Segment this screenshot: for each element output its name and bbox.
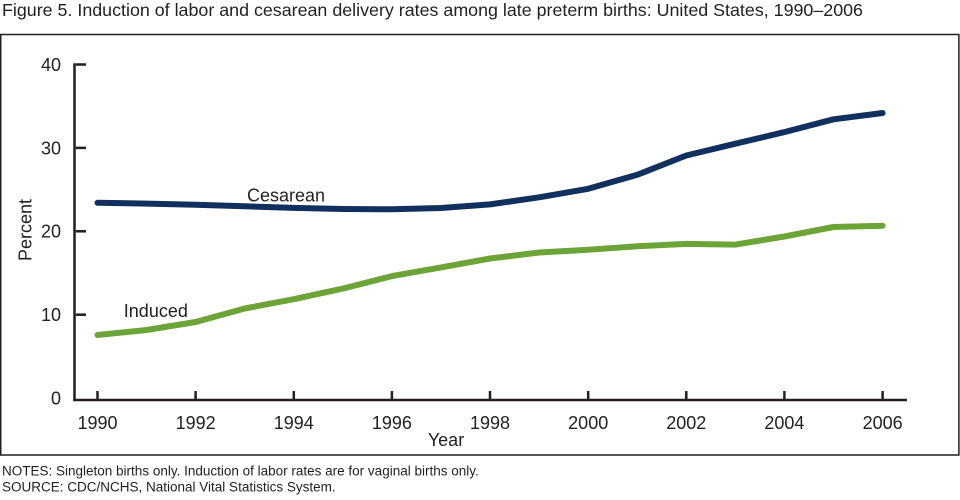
svg-text:10: 10 xyxy=(41,305,61,325)
svg-text:40: 40 xyxy=(41,55,61,75)
svg-text:1992: 1992 xyxy=(176,413,216,433)
svg-text:20: 20 xyxy=(41,222,61,242)
svg-text:30: 30 xyxy=(41,138,61,158)
svg-text:2006: 2006 xyxy=(863,413,903,433)
svg-text:1998: 1998 xyxy=(470,413,510,433)
svg-text:Percent: Percent xyxy=(16,199,36,261)
svg-text:Year: Year xyxy=(428,430,464,450)
svg-text:NOTES: Singleton births only.: NOTES: Singleton births only. Induction … xyxy=(2,464,479,479)
svg-text:1996: 1996 xyxy=(372,413,412,433)
svg-text:Induced: Induced xyxy=(124,301,188,321)
svg-text:SOURCE: CDC/NCHS, National Vit: SOURCE: CDC/NCHS, National Vital Statist… xyxy=(2,479,336,494)
svg-text:2002: 2002 xyxy=(666,413,706,433)
svg-text:Figure 5. Induction of labor a: Figure 5. Induction of labor and cesarea… xyxy=(2,0,863,20)
svg-text:2004: 2004 xyxy=(764,413,804,433)
svg-text:1990: 1990 xyxy=(77,413,117,433)
svg-text:2000: 2000 xyxy=(568,413,608,433)
svg-text:Cesarean: Cesarean xyxy=(247,186,325,206)
svg-text:1994: 1994 xyxy=(274,413,314,433)
svg-text:0: 0 xyxy=(51,389,61,409)
